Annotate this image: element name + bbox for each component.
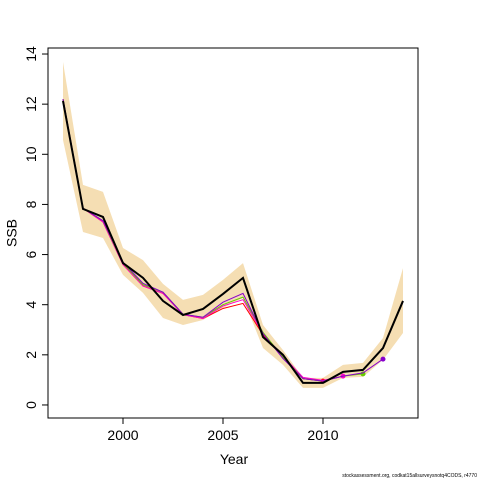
- y-tick-label: 0: [23, 401, 39, 409]
- y-tick-label: 10: [23, 146, 39, 162]
- y-tick-label: 6: [23, 250, 39, 258]
- confidence-band: [63, 62, 403, 388]
- series-line: [62, 100, 404, 384]
- end-point: [380, 356, 386, 362]
- y-tick-label: 14: [23, 46, 39, 62]
- y-axis-label: SSB: [4, 219, 20, 247]
- series-line: [62, 99, 344, 381]
- footnote: stockassessment.org, codkat15allsurveysn…: [342, 473, 477, 479]
- x-axis-label: Year: [220, 451, 249, 467]
- plot-frame: [47, 47, 419, 419]
- x-tick-label: 2005: [207, 427, 238, 443]
- x-tick-label: 2010: [307, 427, 338, 443]
- y-tick-label: 4: [23, 301, 39, 309]
- y-tick-label: 12: [23, 96, 39, 112]
- y-tick-label: 8: [23, 200, 39, 208]
- x-tick-label: 2000: [107, 427, 138, 443]
- y-tick-label: 2: [23, 351, 39, 359]
- series-line: [62, 99, 324, 382]
